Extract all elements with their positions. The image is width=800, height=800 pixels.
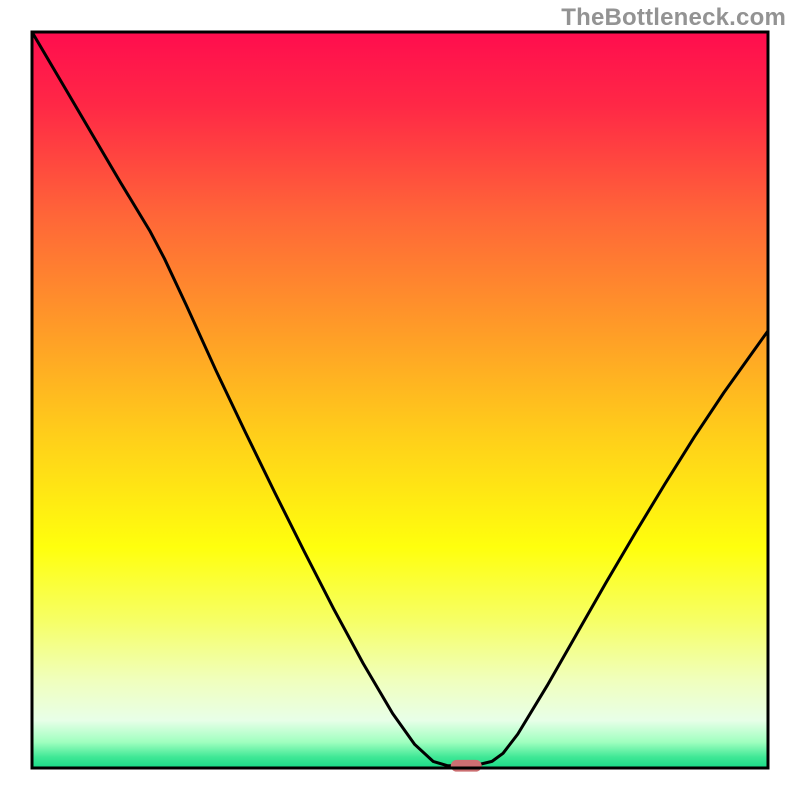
bottleneck-curve-chart <box>0 0 800 800</box>
optimal-point-marker <box>451 760 482 772</box>
watermark-text: TheBottleneck.com <box>561 4 786 32</box>
plot-background <box>32 32 768 768</box>
chart-container: TheBottleneck.com <box>0 0 800 800</box>
